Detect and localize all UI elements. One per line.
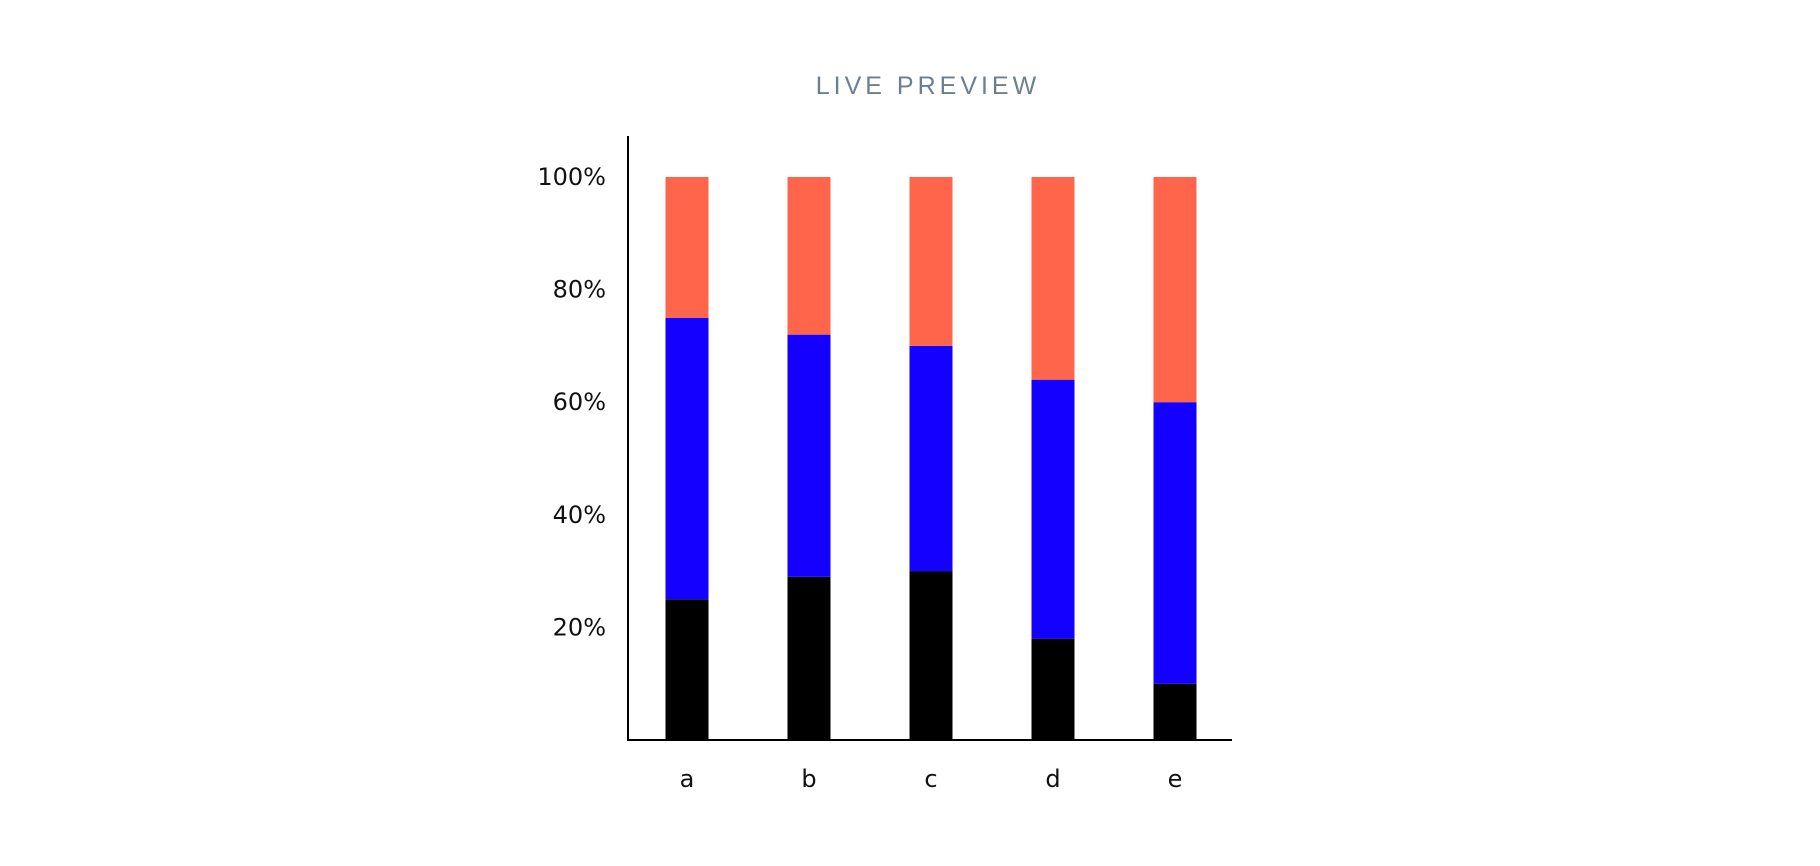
bar-segment-a-2 [665,317,709,600]
y-tick-labels: 20% 40% 60% 80% 100% [537,163,606,641]
bar-segment-d-2 [1031,379,1075,639]
bar-segment-a-3 [665,177,709,318]
preview-title: LIVE PREVIEW [815,72,1041,100]
x-tick-label: c [924,765,937,793]
bar-segment-c-3 [909,177,953,346]
bar-segment-a-1 [665,599,709,740]
y-tick-label: 20% [553,613,606,641]
x-tick-labels: a b c d e [680,765,1183,793]
y-tick-label: 100% [537,163,606,191]
bar-segment-c-2 [909,345,953,572]
bar-segment-e-1 [1153,683,1197,740]
y-tick-label: 60% [553,388,606,416]
bars-group [665,177,1197,740]
x-tick-label: a [680,765,695,793]
x-tick-label: d [1045,765,1060,793]
bar-segment-b-3 [787,177,831,335]
bar-segment-d-3 [1031,177,1075,380]
bar-segment-e-3 [1153,177,1197,403]
bar-segment-d-1 [1031,638,1075,740]
bar-segment-c-1 [909,571,953,740]
y-tick-label: 80% [553,276,606,304]
bar-segment-b-2 [787,334,831,577]
x-tick-label: e [1168,765,1183,793]
x-tick-label: b [801,765,816,793]
bar-segment-e-2 [1153,402,1197,684]
y-tick-label: 40% [553,501,606,529]
bar-segment-b-1 [787,576,831,740]
